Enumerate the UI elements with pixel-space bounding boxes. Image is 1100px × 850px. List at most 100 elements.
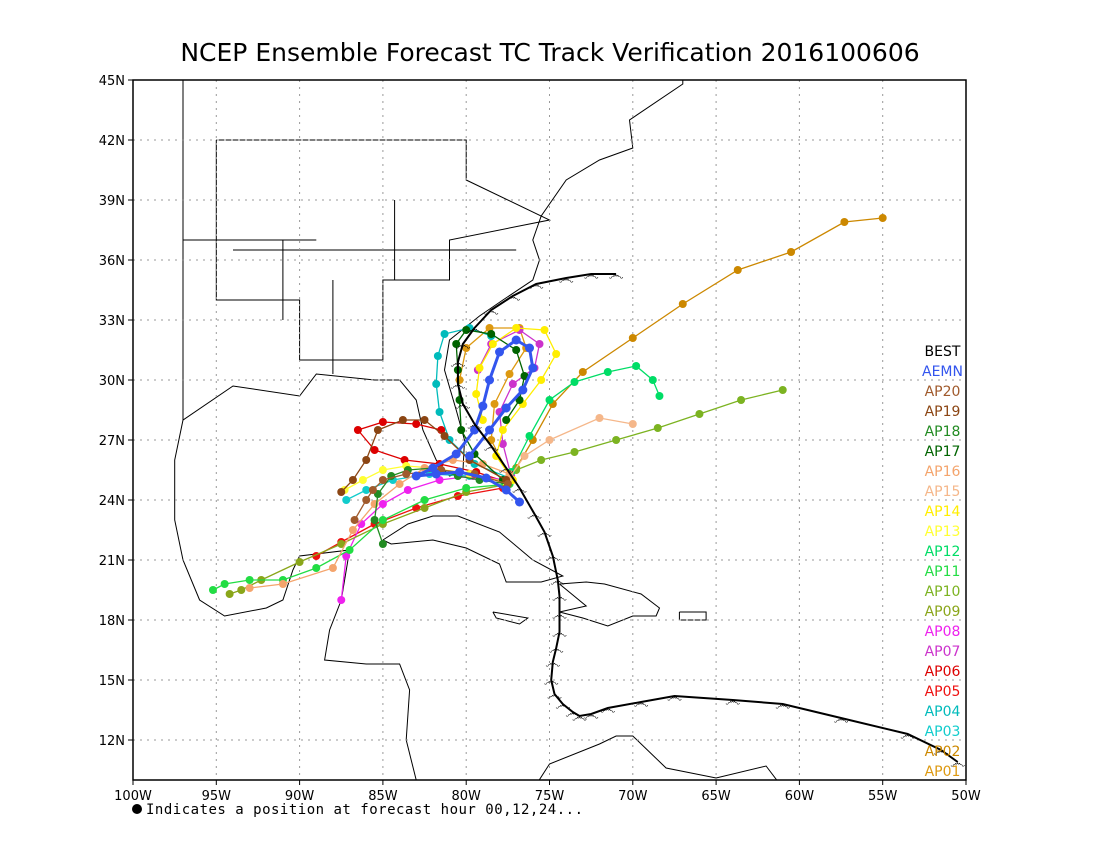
track-point [485, 375, 495, 385]
y-tick-label: 33N [99, 314, 125, 329]
track-aemn [411, 335, 538, 507]
hurricane-symbol-icon: ෴ [537, 523, 552, 542]
track-point [337, 540, 346, 548]
footnote: Indicates a position at forecast hour 00… [132, 802, 584, 818]
track-point [678, 300, 687, 308]
track-point [485, 324, 494, 332]
legend-item-ap05: AP05 [924, 684, 961, 700]
track-point [520, 372, 529, 380]
track-point [472, 390, 481, 398]
hurricane-symbol-icon: ෴ [572, 707, 587, 726]
hurricane-symbol-icon: ෴ [450, 375, 465, 394]
track-point [501, 485, 511, 495]
y-tick-label: 39N [99, 194, 125, 209]
track-point [428, 463, 438, 473]
legend-item-ap03: AP03 [924, 724, 961, 740]
track-point [498, 426, 507, 434]
y-tick-label: 45N [99, 74, 125, 89]
track-point [840, 218, 849, 226]
track-point [435, 408, 444, 416]
chart-title: NCEP Ensemble Forecast TC Track Verifica… [180, 38, 920, 67]
legend-item-ap14: AP14 [924, 504, 961, 520]
hurricane-symbol-icon: ෴ [529, 275, 544, 294]
track-point [535, 340, 544, 348]
legend-item-ap02: AP02 [924, 744, 961, 760]
y-tick-label: 12N [99, 734, 125, 749]
track-point [498, 440, 507, 448]
x-tick-label: 85W [368, 789, 398, 804]
legend-item-ap18: AP18 [924, 424, 961, 440]
legend-item-ap11: AP11 [924, 564, 961, 580]
track-point [395, 480, 404, 488]
track-point [570, 378, 579, 386]
hurricane-symbol-icon: ෴ [950, 753, 965, 772]
track-point [433, 352, 442, 360]
track-point [420, 496, 429, 504]
track-point [245, 576, 254, 584]
track-point [515, 497, 525, 507]
track-point [502, 416, 511, 424]
track-point [295, 558, 304, 566]
track-point [278, 580, 287, 588]
track-point [350, 516, 359, 524]
legend-item-best: BEST [924, 344, 961, 360]
track-point [370, 516, 379, 524]
track-point [501, 403, 511, 413]
track-point [537, 376, 546, 384]
legend-item-ap01: AP01 [924, 764, 961, 780]
track-point [481, 473, 491, 483]
hurricane-symbol-icon: ෴ [550, 571, 565, 590]
hurricane-symbol-icon: ෴ [725, 691, 740, 710]
x-tick-label: 55W [868, 789, 898, 804]
legend-item-ap08: AP08 [924, 624, 961, 640]
track-point [552, 350, 561, 358]
track-point [511, 335, 521, 345]
hurricane-symbol-icon: ෴ [609, 265, 624, 284]
track-point [512, 346, 521, 354]
track-ap11 [208, 480, 514, 594]
hurricane-symbol-icon: ෴ [467, 415, 482, 434]
hurricane-symbol-icon: ෴ [584, 705, 599, 724]
track-point [378, 516, 387, 524]
coastline-5 [678, 611, 707, 621]
track-point [373, 426, 382, 434]
track-point [528, 363, 538, 373]
hurricane-symbol-icon: ෴ [584, 265, 599, 284]
track-point [337, 488, 346, 496]
track-point [362, 496, 371, 504]
track-point [440, 330, 449, 338]
track-line-ap17 [455, 329, 526, 481]
x-tick-label: 95W [202, 789, 232, 804]
y-tick-label: 42N [99, 134, 125, 149]
y-tick-label: 30N [99, 374, 125, 389]
track-point [578, 368, 587, 376]
hurricane-symbol-icon: ෴ [545, 547, 560, 566]
track-point [345, 546, 354, 554]
legend-item-ap12: AP12 [924, 544, 961, 560]
track-point [362, 486, 371, 494]
legend: BEST AEMN AP20 AP19 AP18 AP17 AP16 AP15 AP14 AP13… [905, 342, 980, 782]
track-point [358, 476, 367, 484]
track-point [525, 432, 534, 440]
hurricane-symbol-icon: ෴ [552, 605, 567, 624]
track-point [362, 456, 371, 464]
track-point [478, 401, 488, 411]
track-point [488, 340, 497, 348]
x-tick-label: 90W [285, 789, 315, 804]
hurricane-symbol-icon: ෴ [512, 479, 527, 498]
track-point [537, 456, 546, 464]
x-axis: 100W 95W 90W 85W 80W 75W 70W 65W 60W 55W 50W [114, 780, 981, 804]
track-point [403, 486, 412, 494]
legend-item-ap19: AP19 [924, 404, 961, 420]
legend-item-ap17: AP17 [924, 444, 961, 460]
x-tick-label: 60W [785, 789, 815, 804]
track-point [778, 386, 787, 394]
track-point [485, 425, 495, 435]
hurricane-symbol-icon: ෴ [667, 687, 682, 706]
track-point [462, 326, 471, 334]
y-tick-label: 15N [99, 674, 125, 689]
track-point [420, 416, 429, 424]
hurricane-symbol-icon: ෴ [555, 695, 570, 714]
x-tick-label: 80W [451, 789, 481, 804]
